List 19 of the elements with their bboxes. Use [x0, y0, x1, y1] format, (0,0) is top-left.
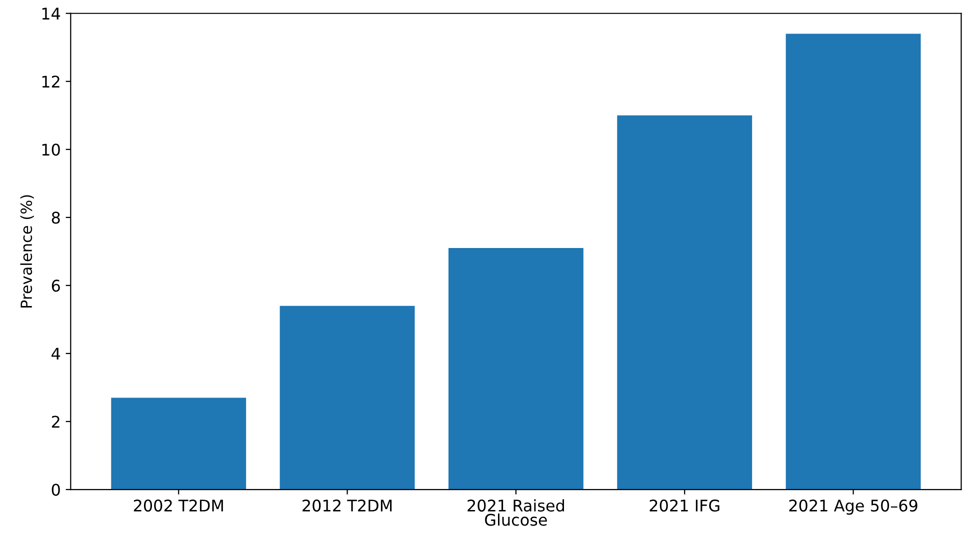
x-tick-label: 2021 Age 50–69: [789, 500, 918, 515]
bar: [786, 34, 921, 490]
x-tick-label: 2012 T2DM: [302, 500, 392, 512]
y-tick-label: 4: [52, 348, 60, 360]
y-tick-label: 2: [52, 416, 60, 428]
x-tick-label: 2021 IFG: [650, 500, 720, 512]
y-tick-label: 14: [42, 8, 60, 20]
y-tick-label: 0: [52, 484, 60, 496]
y-tick-label: 8: [52, 212, 60, 224]
bar: [617, 115, 752, 490]
y-tick-label: 12: [42, 76, 60, 88]
x-tick-label: 2021 Raised Glucose: [468, 499, 564, 526]
y-tick-label: 10: [42, 144, 60, 156]
y-tick-label: 6: [52, 280, 60, 292]
y-axis-title: Prevalence (%): [20, 195, 34, 308]
bar: [111, 398, 246, 490]
bar: [448, 248, 584, 490]
x-tick-label: 2002 T2DM: [134, 500, 223, 512]
bar: [280, 306, 415, 490]
